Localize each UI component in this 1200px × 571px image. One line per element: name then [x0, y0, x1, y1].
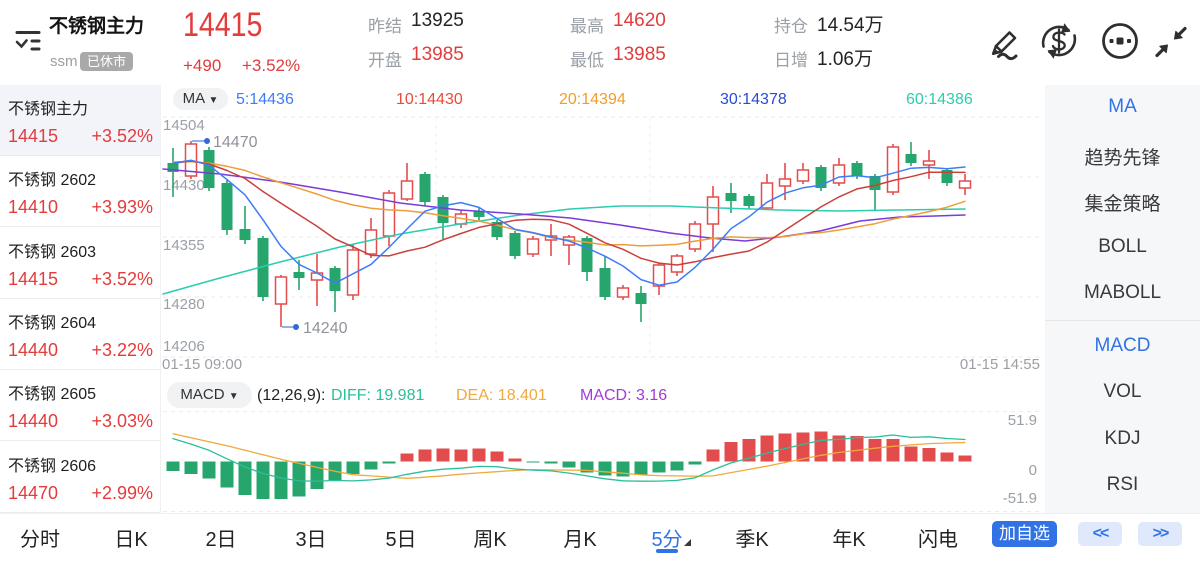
svg-text:01-15 09:00: 01-15 09:00: [162, 356, 242, 373]
svg-text:14430: 14430: [163, 177, 205, 194]
svg-text:-51.9: -51.9: [1003, 490, 1037, 507]
svg-text:01-15 14:55: 01-15 14:55: [960, 356, 1040, 373]
svg-text:14355: 14355: [163, 237, 205, 254]
svg-text:14240: 14240: [303, 320, 348, 337]
svg-text:14280: 14280: [163, 296, 205, 313]
svg-text:51.9: 51.9: [1008, 412, 1037, 429]
svg-text:14470: 14470: [213, 134, 258, 151]
svg-text:14206: 14206: [163, 338, 205, 355]
svg-text:14504: 14504: [163, 117, 205, 134]
svg-text:0: 0: [1029, 462, 1037, 479]
